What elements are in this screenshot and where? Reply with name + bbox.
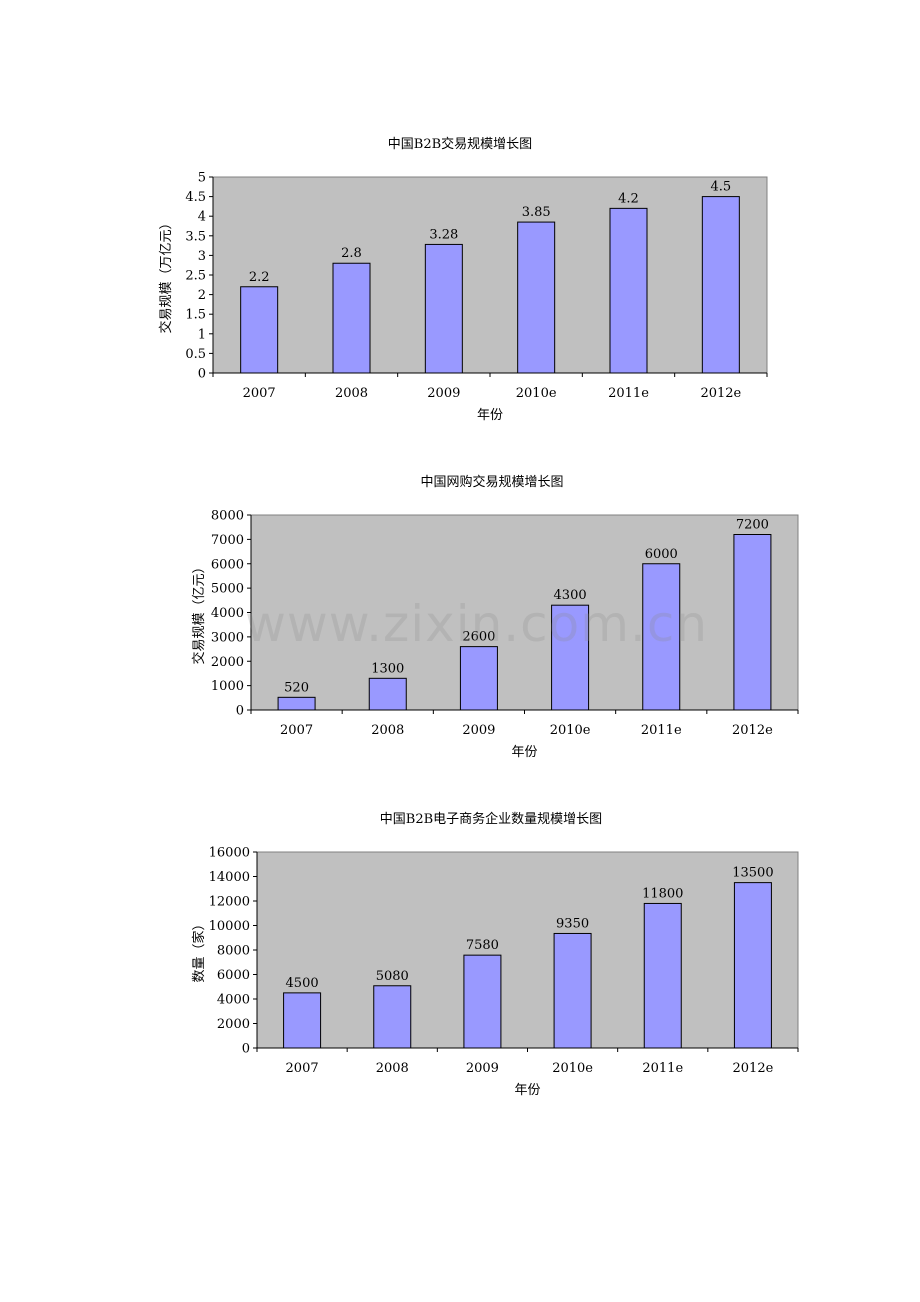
x-tick-label: 2011e — [608, 386, 649, 401]
y-tick-label: 7000 — [211, 533, 244, 548]
plot-area — [250, 514, 799, 711]
y-tick-label: 8000 — [211, 509, 244, 524]
y-tick-label: 0 — [242, 1042, 250, 1057]
data-label: 9350 — [556, 916, 589, 931]
x-tick-label: 2008 — [371, 723, 404, 738]
data-label: 2.8 — [341, 246, 362, 261]
data-label: 7580 — [466, 938, 499, 953]
bar-2010e — [551, 604, 590, 711]
y-tick-label: 0 — [198, 367, 206, 382]
x-tick-label: 2011e — [641, 723, 682, 738]
data-label: 4.2 — [618, 191, 639, 206]
bar-2007 — [283, 992, 322, 1049]
y-tick-label: 16000 — [209, 846, 250, 861]
x-axis-title: 年份 — [511, 745, 537, 760]
y-axis-title: 交易规模（万亿元） — [158, 216, 174, 333]
data-label: 13500 — [732, 866, 773, 881]
y-tick-label: 12000 — [209, 895, 250, 910]
y-tick-label: 0 — [236, 704, 244, 719]
chart-3: 0 2000 4000 6000 8000 10000 12000 14000 16000 450… — [191, 846, 799, 1098]
x-tick-label: 2010e — [550, 723, 591, 738]
data-label: 4300 — [554, 588, 587, 603]
data-label: 3.85 — [522, 205, 551, 220]
x-tick-label: 2011e — [642, 1061, 683, 1076]
y-tick-label: 2 — [198, 288, 206, 303]
x-tick-label: 2009 — [462, 723, 495, 738]
y-tick-label: 3 — [198, 249, 206, 264]
bar-2012e — [733, 534, 772, 711]
x-tick-label: 2007 — [243, 386, 276, 401]
data-label: 2.2 — [249, 270, 270, 285]
y-tick-label: 4 — [198, 210, 206, 225]
y-tick-label: 10000 — [209, 919, 250, 934]
chart-2-title: 中国网购交易规模增长图 — [420, 475, 564, 490]
bar-2011e — [609, 207, 648, 374]
x-tick-label: 2008 — [335, 386, 368, 401]
data-label: 520 — [284, 680, 309, 695]
bar-2008 — [332, 262, 371, 374]
y-axis-title: 数量（家） — [191, 917, 207, 982]
y-tick-label: 3.5 — [185, 229, 206, 244]
x-tick-label: 2010e — [516, 386, 557, 401]
y-tick-label: 1.5 — [185, 308, 206, 323]
y-tick-label: 5 — [198, 171, 206, 186]
x-axis-title: 年份 — [477, 408, 503, 423]
data-label: 11800 — [642, 886, 683, 901]
data-label: 5080 — [376, 969, 409, 984]
y-tick-label: 6000 — [211, 557, 244, 572]
y-tick-label: 1 — [198, 327, 206, 342]
x-tick-label: 2012e — [700, 386, 741, 401]
bar-2011e — [643, 902, 682, 1049]
y-tick-label: 1000 — [211, 679, 244, 694]
bar-2010e — [553, 932, 592, 1049]
data-label: 6000 — [645, 547, 678, 562]
bar-2011e — [642, 563, 681, 711]
y-tick-label: 2.5 — [185, 269, 206, 284]
chart-2: 0 1000 2000 3000 4000 5000 6000 7000 8000 520 2007… — [191, 509, 799, 760]
y-tick-label: 3000 — [211, 630, 244, 645]
bar-2007 — [277, 696, 316, 711]
bar-2010e — [517, 221, 556, 374]
y-tick-label: 14000 — [209, 870, 250, 885]
y-tick-label: 8000 — [217, 944, 250, 959]
y-tick-label: 6000 — [217, 968, 250, 983]
x-tick-label: 2009 — [466, 1061, 499, 1076]
chart-3-title: 中国B2B电子商务企业数量规模增长图 — [379, 812, 603, 827]
data-label: 4500 — [286, 976, 319, 991]
y-tick-label: 4.5 — [185, 190, 206, 205]
data-label: 4.5 — [710, 180, 731, 195]
y-tick-label: 0.5 — [185, 347, 206, 362]
bar-2012e — [701, 196, 740, 374]
bar-2009 — [459, 646, 498, 711]
bar-2007 — [240, 286, 279, 374]
x-tick-label: 2010e — [552, 1061, 593, 1076]
plot-area — [212, 176, 768, 374]
x-tick-label: 2008 — [376, 1061, 409, 1076]
x-tick-label: 2012e — [733, 1061, 774, 1076]
y-tick-label: 2000 — [211, 655, 244, 670]
x-tick-label: 2009 — [427, 386, 460, 401]
data-label: 2600 — [462, 630, 495, 645]
bar-2012e — [733, 882, 772, 1049]
y-tick-label: 4000 — [217, 993, 250, 1008]
x-tick-label: 2012e — [732, 723, 773, 738]
y-axis-title: 交易规模（亿元） — [191, 560, 207, 664]
y-tick-label: 2000 — [217, 1017, 250, 1032]
y-tick-label: 5000 — [211, 582, 244, 597]
bar-2008 — [373, 985, 412, 1049]
chart-1: 0 0.5 1 1.5 2 2.5 3 3.5 4 4.5 5 2.2 2007 2.8 2008 3.28 2… — [158, 171, 768, 423]
bar-2009 — [463, 954, 502, 1049]
data-label: 1300 — [371, 661, 404, 676]
data-label: 7200 — [736, 518, 769, 533]
x-tick-label: 2007 — [280, 723, 313, 738]
chart-1-title: 中国B2B交易规模增长图 — [387, 137, 533, 152]
plot-area — [256, 851, 799, 1049]
y-tick-label: 4000 — [211, 606, 244, 621]
x-axis-title: 年份 — [514, 1083, 540, 1098]
x-tick-label: 2007 — [286, 1061, 319, 1076]
bar-2008 — [368, 677, 407, 711]
data-label: 3.28 — [429, 227, 458, 242]
bar-2009 — [424, 243, 463, 374]
